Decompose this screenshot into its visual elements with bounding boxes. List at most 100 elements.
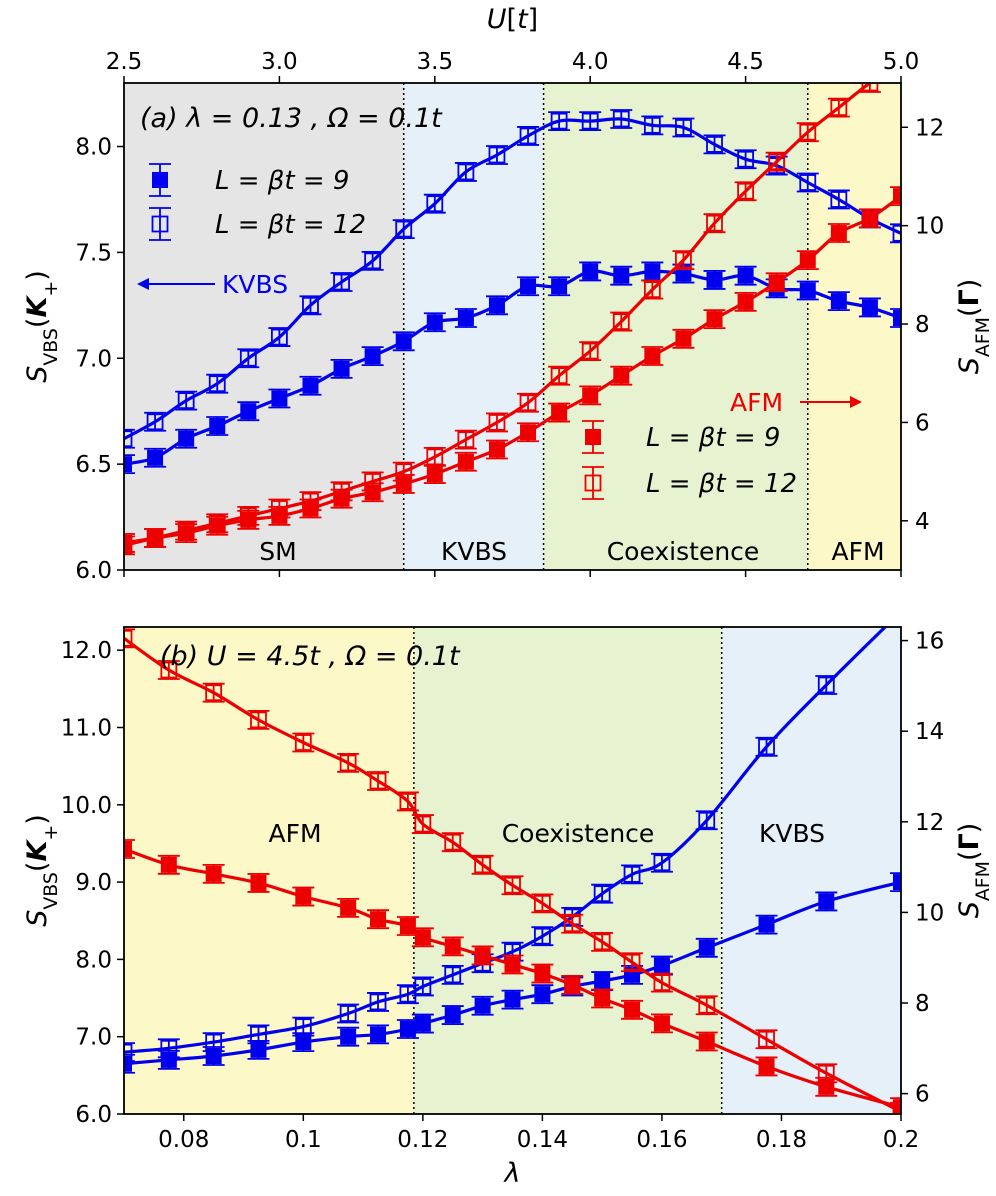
data-point	[827, 97, 850, 118]
data-point	[610, 109, 633, 129]
filled-square-marker	[758, 916, 775, 933]
data-point	[579, 111, 602, 132]
y2-axis-label: SAFM(Γ)	[954, 279, 994, 375]
open-square-marker	[239, 507, 257, 525]
data-point	[124, 428, 135, 449]
data-point	[471, 945, 494, 966]
open-square-marker	[653, 854, 671, 872]
data-point	[501, 989, 524, 1010]
y2-tick-label: 12	[915, 115, 944, 141]
y-tick-label: 8.0	[75, 135, 112, 161]
data-point	[641, 261, 664, 282]
filled-square-marker	[758, 1058, 775, 1075]
region-label: Coexistence	[607, 537, 760, 566]
data-point	[641, 279, 664, 300]
filled-square-marker	[250, 874, 267, 891]
data-point	[441, 964, 464, 985]
panel-a: SM KVBS Coexistence AFM 2.5 3.0 3.5 4.0 4.5 5.0 6.…	[22, 4, 994, 584]
data-point	[561, 913, 584, 934]
plot-frame	[123, 626, 902, 1115]
data-point	[124, 1042, 135, 1063]
data-point	[367, 771, 390, 791]
data-point	[247, 1024, 270, 1045]
data-point	[411, 1013, 434, 1034]
data-point	[471, 854, 494, 875]
data-point	[361, 250, 384, 271]
data-point	[485, 439, 508, 460]
data-point	[621, 952, 644, 973]
open-square-marker	[830, 99, 848, 116]
data-point	[796, 122, 819, 143]
data-point	[175, 390, 198, 411]
data-point	[157, 854, 180, 875]
data-point	[765, 272, 788, 293]
open-square-marker	[519, 394, 537, 412]
data-point	[330, 272, 353, 292]
region-label: KVBS	[759, 819, 825, 848]
open-square-marker	[124, 629, 133, 647]
filled-square-marker	[594, 973, 611, 990]
open-square-marker	[364, 473, 382, 490]
legend-label: L = βt = 9	[646, 423, 780, 453]
open-square-marker	[239, 349, 257, 367]
open-square-marker	[124, 430, 133, 448]
open-square-marker	[302, 492, 319, 510]
filled-square-marker	[295, 1034, 312, 1051]
filled-square-marker	[152, 172, 168, 188]
open-square-marker	[488, 146, 506, 164]
open-square-marker	[160, 1039, 178, 1057]
panel-b: AFM Coexistence KVBS 0.08 0.1 0.12 0.14 0.16 0.1…	[22, 626, 994, 1189]
open-square-marker	[333, 482, 350, 500]
open-square-marker	[675, 119, 692, 136]
x2-tick-label: 2.5	[106, 49, 143, 75]
data-point	[695, 937, 718, 958]
data-point	[175, 428, 198, 449]
afm-annotation: AFM	[730, 388, 783, 417]
x-tick-label: 0.16	[636, 1127, 687, 1153]
filled-square-marker	[893, 188, 901, 205]
data-point	[292, 732, 315, 753]
region-label: SM	[259, 537, 296, 566]
data-point	[124, 454, 135, 475]
data-point	[650, 955, 673, 976]
filled-square-marker	[250, 1041, 267, 1058]
open-square-marker	[533, 894, 551, 912]
data-point	[548, 111, 571, 132]
filled-square-marker	[124, 456, 132, 473]
data-point	[237, 401, 260, 422]
data-point	[815, 675, 838, 695]
data-point	[591, 883, 614, 904]
legend-vbs: L = βt = 9 L = βt = 12	[149, 163, 366, 241]
open-square-marker	[768, 153, 786, 171]
open-square-marker	[737, 150, 754, 168]
filled-square-marker	[675, 330, 692, 347]
data-point	[579, 385, 602, 406]
y2-tick-label: 6	[915, 410, 930, 436]
data-point	[591, 971, 614, 991]
region-label: AFM	[268, 819, 321, 848]
open-square-marker	[395, 220, 413, 238]
data-point	[890, 186, 901, 207]
data-point	[202, 682, 225, 703]
data-point	[237, 348, 260, 369]
data-point	[827, 291, 850, 311]
arrow-left-icon	[137, 278, 149, 290]
filled-square-marker	[582, 263, 599, 280]
filled-square-marker	[893, 874, 901, 891]
open-square-marker	[817, 1064, 835, 1082]
data-point	[858, 83, 881, 93]
data-point	[650, 972, 673, 993]
open-square-marker	[623, 865, 641, 883]
filled-square-marker	[706, 271, 723, 288]
open-square-marker	[270, 328, 288, 346]
y2-tick-label: 8	[915, 991, 930, 1017]
filled-square-marker	[698, 939, 715, 956]
open-square-marker	[758, 1030, 775, 1048]
data-point	[361, 471, 384, 492]
data-point	[827, 189, 850, 210]
data-point	[531, 893, 554, 914]
data-point	[548, 402, 571, 423]
y2-tick-label: 4	[915, 509, 930, 535]
data-point	[734, 181, 757, 202]
y2-tick-label: 14	[915, 719, 944, 745]
